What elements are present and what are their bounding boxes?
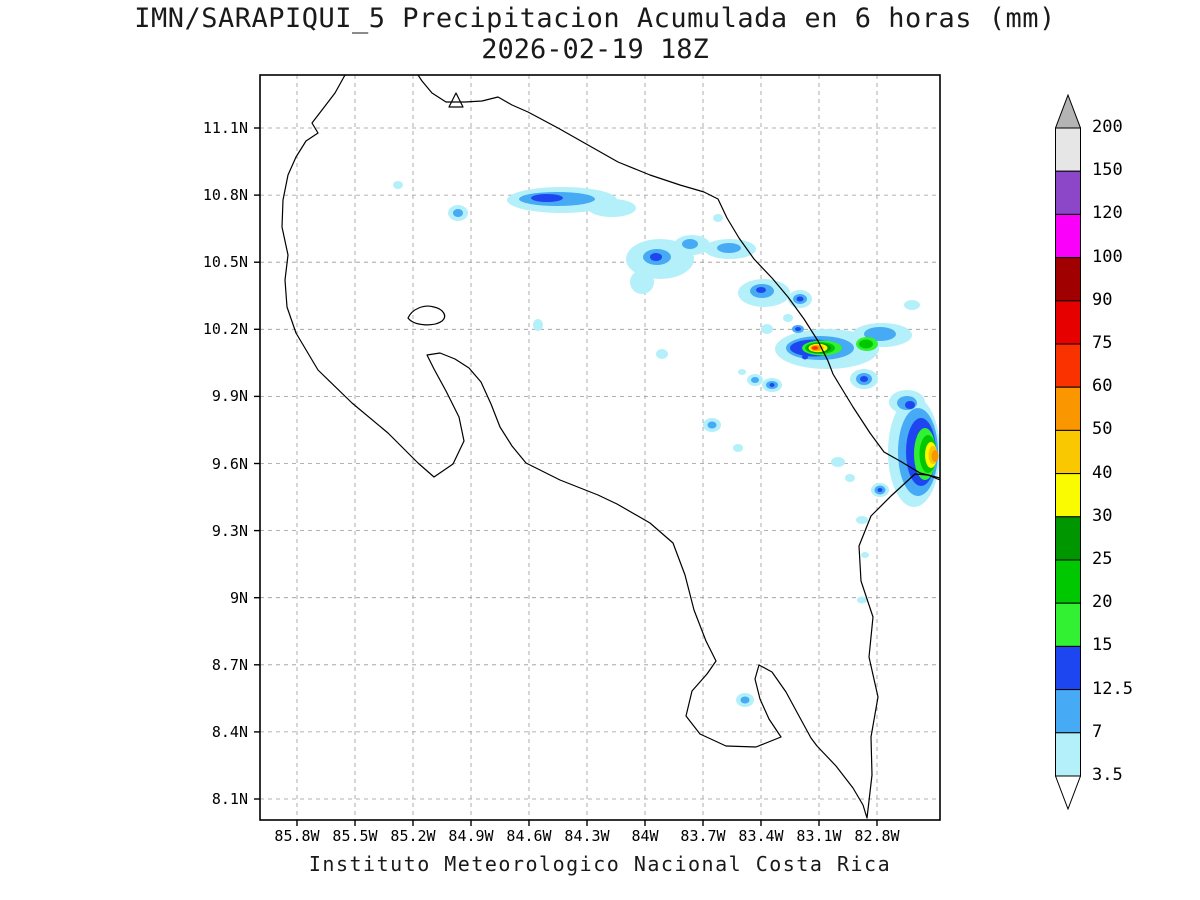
- precip-cell: [931, 450, 939, 462]
- precip-cell: [857, 596, 867, 604]
- lon-tick-label: 84W: [631, 827, 659, 845]
- precip-cell: [783, 314, 793, 322]
- precip-cell: [682, 239, 698, 249]
- precip-cell: [453, 209, 463, 217]
- lat-tick-label: 10.5N: [202, 253, 248, 272]
- precip-cell: [588, 199, 636, 217]
- axis-ticks: [254, 127, 878, 826]
- footer-credit: Instituto Meteorologico Nacional Costa R…: [308, 852, 892, 876]
- precip-cell: [864, 327, 896, 341]
- coastline: [281, 75, 940, 819]
- precip-cell: [859, 339, 873, 349]
- coastline-pacific-and-border: [281, 75, 940, 819]
- lon-tick-label: 85.2W: [390, 827, 436, 845]
- colorbar-label: 75: [1092, 333, 1113, 353]
- precip-cell: [796, 296, 804, 302]
- colorbar-label: 40: [1092, 462, 1113, 483]
- lon-tick-label: 83.7W: [680, 827, 726, 845]
- lat-tick-label: 9.9N: [211, 387, 248, 406]
- lon-tick-label: 85.8W: [274, 827, 320, 845]
- colorbar-label: 30: [1092, 505, 1113, 526]
- plot-frame: [259, 74, 941, 821]
- lon-tick-label: 84.6W: [506, 827, 552, 845]
- precip-cell: [761, 324, 773, 334]
- precip-cell: [738, 369, 746, 375]
- colorbar-label: 15: [1092, 635, 1113, 656]
- colorbar-label: 20: [1092, 592, 1113, 613]
- lon-tick-label: 83.4W: [738, 827, 784, 845]
- precip-cell: [650, 253, 662, 261]
- lon-tick-label: 84.9W: [448, 827, 494, 845]
- precip-cell: [769, 383, 775, 387]
- precip-cell: [795, 327, 801, 331]
- precip-cell: [717, 243, 741, 253]
- colorbar-label: 7: [1092, 721, 1103, 742]
- lat-tick-label: 10.2N: [202, 320, 248, 339]
- lon-tick-label: 85.5W: [332, 827, 378, 845]
- plot-title-block: IMN/SARAPIQUI_5 Precipitacion Acumulada …: [0, 3, 1190, 65]
- colorbar-label: 25: [1092, 549, 1113, 569]
- lon-tick-label: 84.3W: [564, 827, 610, 845]
- lat-tick-label: 11.1N: [202, 119, 248, 137]
- precip-cell: [877, 488, 883, 492]
- precip-cell: [707, 421, 717, 429]
- colorbar-label: 90: [1092, 289, 1113, 310]
- precip-cell: [856, 516, 868, 524]
- grid-lines: [260, 75, 940, 820]
- precip-cell: [860, 376, 868, 382]
- colorbar-label: 60: [1092, 376, 1113, 397]
- precip-cell: [713, 214, 723, 222]
- lat-tick-label: 8.1N: [211, 790, 248, 808]
- plot-title: IMN/SARAPIQUI_5 Precipitacion Acumulada …: [134, 3, 1056, 34]
- precip-cell: [861, 552, 869, 558]
- lat-tick-label: 9.6N: [211, 454, 248, 473]
- precip-cell: [802, 354, 808, 360]
- lake-arenal-outline: [407, 305, 446, 326]
- precip-cell: [845, 474, 855, 482]
- precip-cell: [733, 444, 743, 452]
- lon-tick-label: 83.1W: [796, 827, 842, 845]
- precip-cell: [393, 181, 403, 189]
- lat-tick-label: 10.8N: [202, 186, 248, 205]
- colorbar-label: 120: [1092, 203, 1123, 224]
- lat-tick-label: 9.3N: [211, 521, 248, 540]
- lat-tick-label: 9N: [229, 588, 248, 607]
- colorbar-label: 3.5: [1092, 765, 1123, 785]
- colorbar-label: 200: [1092, 117, 1123, 137]
- lake-island-outline: [448, 92, 464, 108]
- precip-cell: [531, 194, 563, 202]
- colorbar-label: 100: [1092, 246, 1123, 267]
- colorbar-label: 50: [1092, 419, 1113, 440]
- precip-cell: [756, 287, 766, 293]
- colorbar-label: 150: [1092, 160, 1123, 181]
- coastline-caribbean-and-north-border: [417, 75, 940, 479]
- colorbar-label: 12.5: [1092, 678, 1133, 699]
- precip-cell: [533, 319, 543, 331]
- precip-cell: [905, 401, 915, 409]
- lon-tick-label: 82.8W: [854, 827, 900, 845]
- precipitation-shading: [393, 181, 940, 707]
- precip-cell: [831, 457, 845, 467]
- precip-cell: [630, 270, 654, 294]
- precip-cell: [740, 696, 750, 704]
- precip-cell: [751, 377, 759, 383]
- precip-cell: [904, 300, 920, 310]
- map-plot: [254, 74, 941, 826]
- lat-tick-label: 8.7N: [211, 655, 248, 674]
- precip-cell: [656, 349, 668, 359]
- valid-time: 2026-02-19 18Z: [481, 34, 709, 65]
- colorbar: [1055, 94, 1081, 810]
- lat-tick-label: 8.4N: [211, 722, 248, 741]
- precip-cell: [812, 346, 818, 350]
